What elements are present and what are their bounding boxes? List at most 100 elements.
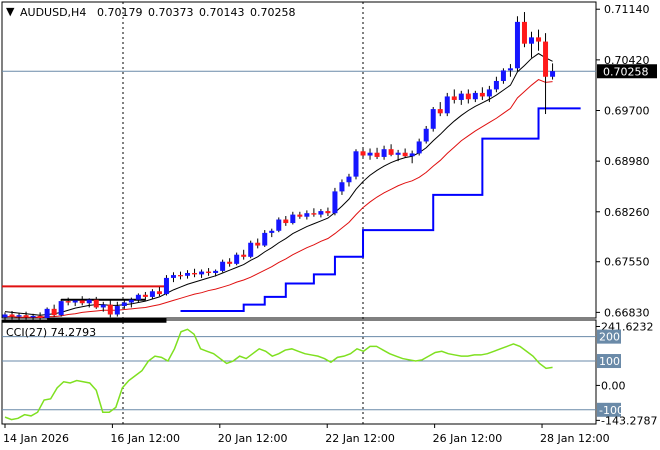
candle-body — [283, 219, 289, 224]
candle-body — [507, 68, 513, 71]
axis-layer: 0.71140 0.70420 0.69700 0.68980 0.68260 0.675… — [3, 3, 657, 445]
time-tick-label: 26 Jan 12:00 — [433, 432, 503, 445]
candle-body — [458, 93, 464, 100]
price-tick-label: 0.69700 — [604, 105, 650, 118]
candle-body — [451, 96, 457, 100]
candle-body — [269, 230, 275, 233]
candle-body — [543, 41, 549, 77]
candle-body — [276, 219, 282, 231]
price-tick-label: 0.71140 — [604, 3, 650, 16]
candle-body — [135, 294, 141, 300]
collapse-triangle-icon[interactable]: ▼ — [6, 5, 15, 18]
time-tick-label: 20 Jan 12:00 — [218, 432, 288, 445]
candle-body — [65, 301, 71, 303]
cci-panel-frame — [1, 319, 597, 425]
price-tick-label: 0.68980 — [604, 155, 650, 168]
candle-body — [360, 151, 366, 156]
candle-body — [472, 92, 478, 100]
candle-body — [220, 261, 226, 271]
cci-level-tag — [597, 354, 621, 369]
candle-body — [149, 291, 155, 297]
candle-body — [51, 308, 57, 316]
ohlc-high: 0.70373 — [148, 6, 194, 19]
time-tick-label: 14 Jan 2026 — [3, 432, 69, 445]
candle-body — [416, 141, 422, 154]
current-price-tag — [597, 64, 657, 79]
candle-body — [521, 21, 527, 44]
candle-body — [72, 300, 78, 303]
candle-body — [297, 214, 303, 217]
candle-body — [248, 242, 254, 257]
candle-body — [395, 152, 401, 155]
price-tick-label: 0.66830 — [604, 306, 650, 319]
candle-body — [550, 71, 556, 77]
candle-body — [93, 299, 99, 308]
candle-body — [311, 213, 317, 215]
candle-body — [58, 301, 64, 316]
cci-tick-label: 200 — [599, 331, 620, 344]
candle-body — [79, 300, 85, 304]
candle-body — [185, 272, 191, 276]
candle-body — [325, 211, 331, 214]
candle-body — [192, 272, 198, 275]
candle-body — [437, 109, 443, 114]
candle-body — [318, 211, 324, 215]
cci-tick-label: 0.00 — [601, 379, 626, 392]
price-tick-label: 0.68260 — [604, 206, 650, 219]
candle-body — [493, 80, 499, 90]
candle-body — [234, 254, 240, 264]
candle-body — [142, 294, 148, 297]
cci-tick-label: -143.2787 — [601, 414, 657, 427]
candle-body — [514, 21, 520, 69]
time-tick-label: 16 Jan 12:00 — [110, 432, 180, 445]
candle-body — [304, 213, 310, 217]
price-panel-frame — [1, 1, 597, 319]
candle-body — [100, 304, 106, 308]
candle-body — [178, 275, 183, 277]
candle-body — [23, 315, 29, 318]
candle-body — [423, 128, 429, 142]
cci-line — [4, 328, 553, 421]
candle-body — [114, 306, 120, 315]
cci-tick-label: -100 — [599, 404, 624, 417]
cci-tick-label: 100 — [599, 355, 620, 368]
cci-level-tag — [597, 329, 621, 344]
candle-body — [536, 37, 542, 42]
ohlc-open: 0.70179 — [97, 6, 143, 19]
candle-body — [30, 315, 36, 318]
ohlc-low: 0.70143 — [199, 6, 245, 19]
candle-body — [255, 242, 261, 246]
candle-body — [44, 308, 50, 318]
candle-body — [156, 291, 162, 295]
time-tick-label: 22 Jan 12:00 — [325, 432, 395, 445]
candle-body — [170, 275, 176, 278]
ohlc-close: 0.70258 — [250, 6, 296, 19]
candle-body — [332, 191, 338, 214]
cci-indicator-label: CCI(27) 74.2793 — [6, 326, 96, 339]
candle-body — [121, 302, 127, 307]
candle-body — [402, 152, 408, 157]
candle-body — [2, 314, 8, 318]
candle-body — [479, 92, 485, 97]
price-tick-label: 0.67550 — [604, 256, 650, 269]
cci-series-layer — [2, 328, 596, 421]
candle-body — [465, 93, 471, 100]
price-tick-label: 0.70420 — [604, 54, 650, 67]
candle-body — [486, 89, 492, 97]
candle-body — [262, 232, 268, 246]
moving-average-slow — [5, 78, 553, 318]
candle-body — [37, 315, 43, 318]
candle-body — [213, 270, 219, 273]
candle-body — [374, 152, 380, 157]
candle-body — [86, 299, 92, 304]
candle-body — [353, 151, 359, 177]
candle-body — [128, 299, 134, 303]
candle-body — [430, 109, 436, 129]
candle-body — [409, 153, 415, 157]
price-series-layer — [2, 12, 596, 323]
candle-body — [500, 70, 506, 81]
candle-body — [107, 304, 113, 315]
candle-body — [444, 96, 450, 114]
candle-body — [227, 261, 233, 264]
